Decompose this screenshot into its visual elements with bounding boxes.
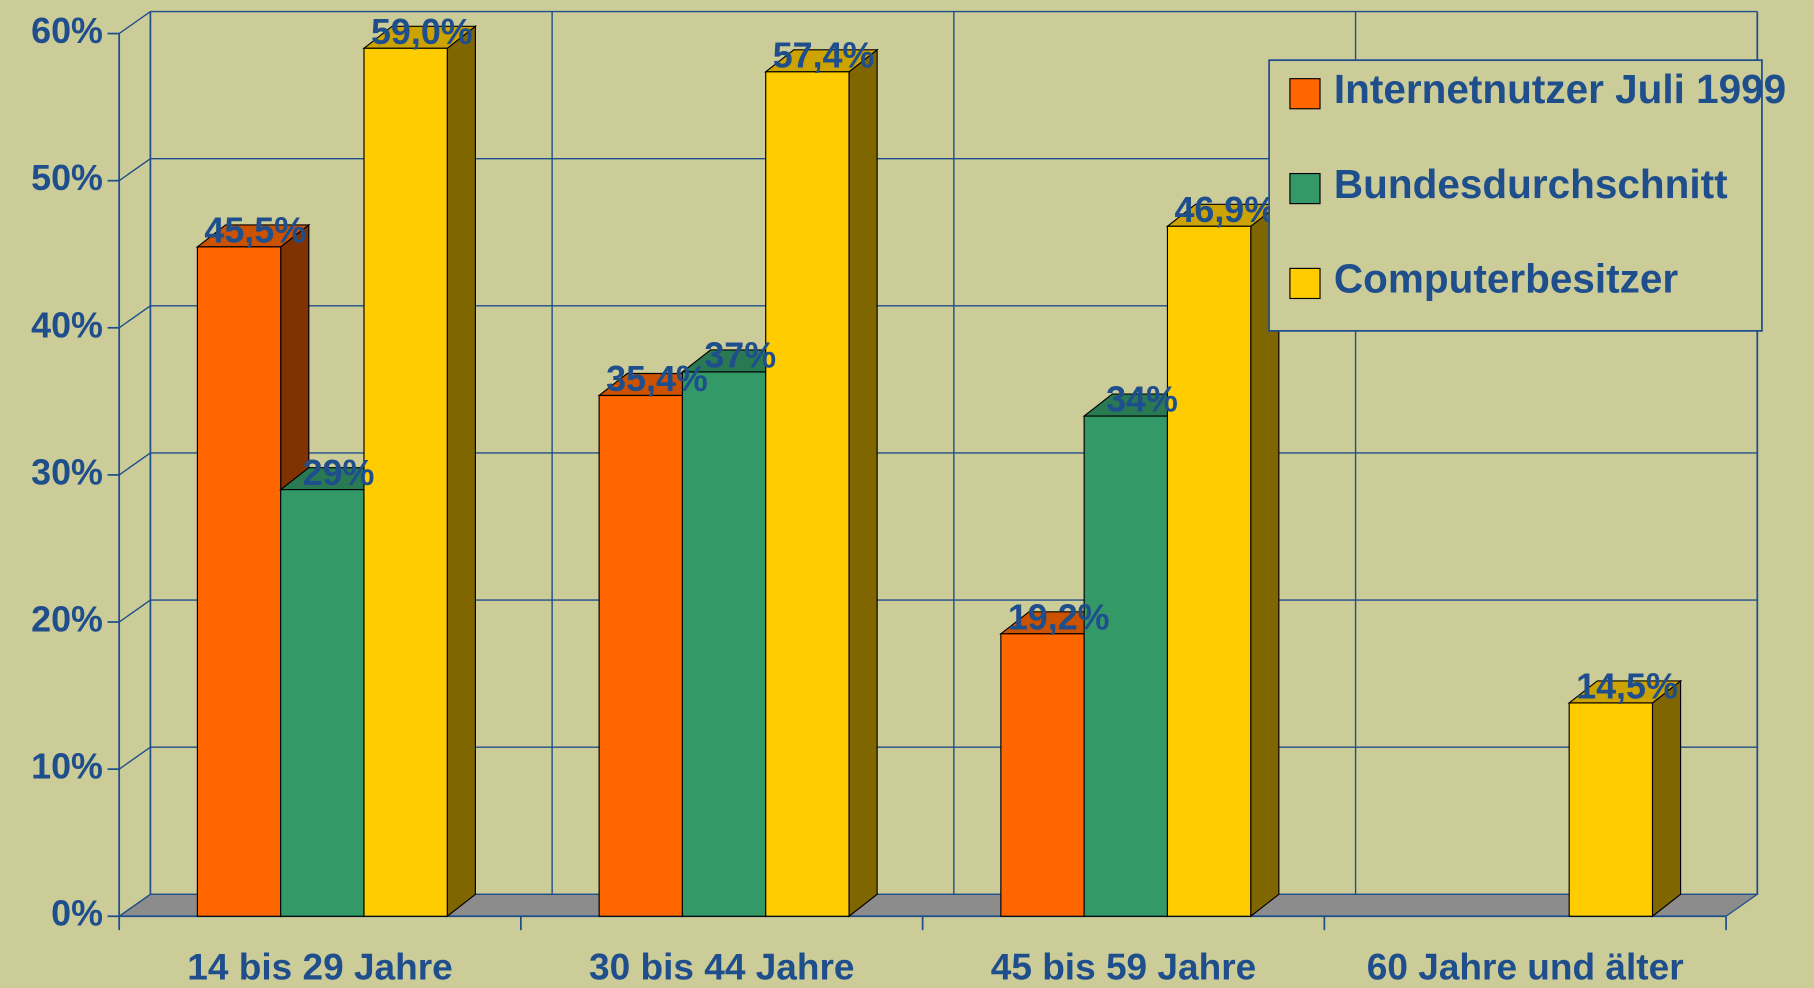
legend-swatch xyxy=(1289,172,1321,205)
bar-front xyxy=(765,71,850,917)
grid-line xyxy=(118,746,151,770)
data-label: 19,2% xyxy=(1008,597,1110,637)
x-tick-label: 30 bis 44 Jahre xyxy=(589,945,854,987)
x-tick-label: 60 Jahre und älter xyxy=(1367,945,1684,987)
legend-swatch xyxy=(1289,267,1321,300)
data-label: 46,9% xyxy=(1174,190,1276,230)
data-label: 35,4% xyxy=(606,359,708,399)
bar-front xyxy=(363,47,448,917)
bar xyxy=(764,48,879,918)
y-tick-label: 60% xyxy=(31,11,103,51)
legend-label: Internetnutzer Juli 1999 xyxy=(1333,67,1787,113)
legend-label: Computerbesitzer xyxy=(1333,256,1679,302)
legend-label: Bundesdurchschnitt xyxy=(1333,161,1728,208)
data-label: 45,5% xyxy=(204,210,306,250)
y-tick-label: 0% xyxy=(51,894,103,934)
data-label: 14,5% xyxy=(1576,667,1678,707)
bar xyxy=(362,25,478,918)
legend-entry: Computerbesitzer xyxy=(1333,256,1679,302)
grid-line xyxy=(118,599,151,623)
bar xyxy=(195,223,311,918)
legend-box xyxy=(1268,59,1763,332)
data-label: 57,4% xyxy=(773,35,875,75)
bar-side xyxy=(848,48,878,918)
grid-line xyxy=(118,158,151,182)
data-label: 59,0% xyxy=(371,12,473,52)
data-label: 29% xyxy=(303,453,375,493)
y-tick-label: 10% xyxy=(31,747,103,787)
bar-front xyxy=(1568,702,1654,917)
x-tick-label: 45 bis 59 Jahre xyxy=(991,945,1256,987)
bar-front xyxy=(1000,633,1085,917)
bar-front xyxy=(280,489,365,917)
bar-front xyxy=(1083,415,1169,917)
legend-swatch xyxy=(1289,78,1321,110)
bar-front xyxy=(196,246,282,917)
y-tick-label: 50% xyxy=(31,158,103,198)
y-tick-label: 30% xyxy=(31,452,103,492)
grid-line xyxy=(118,452,151,476)
x-tick-label: 14 bis 29 Jahre xyxy=(187,945,452,987)
grid-line xyxy=(118,11,151,35)
legend-entry: Internetnutzer Juli 1999 xyxy=(1333,67,1787,113)
data-label: 37% xyxy=(704,336,776,376)
bar xyxy=(1567,679,1683,918)
bar-side xyxy=(1651,679,1682,918)
legend-entry: Bundesdurchschnitt xyxy=(1333,161,1728,208)
bar-front xyxy=(598,394,683,917)
grid-line xyxy=(118,893,151,917)
data-label: 34% xyxy=(1106,380,1178,420)
bar-front xyxy=(681,371,767,917)
bar-front xyxy=(1166,225,1252,917)
bar xyxy=(1165,203,1281,918)
grid-line xyxy=(118,305,151,329)
y-tick-label: 20% xyxy=(31,599,103,639)
y-tick-label: 40% xyxy=(31,305,103,345)
bar-side xyxy=(446,25,476,918)
